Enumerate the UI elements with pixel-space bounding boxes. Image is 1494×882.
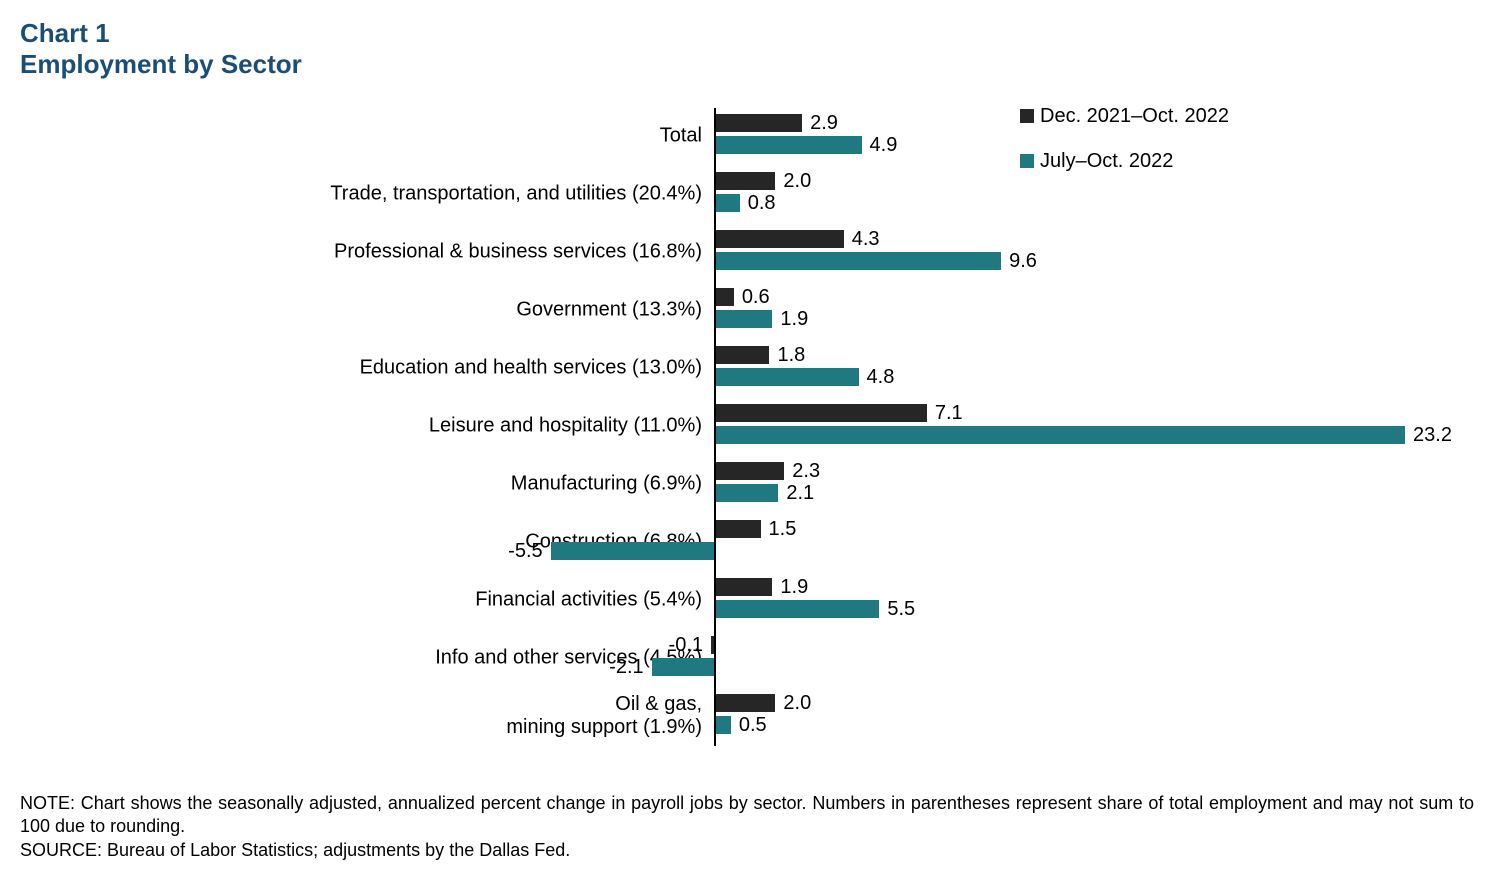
bar-series-1: [716, 310, 772, 328]
bar-value-label: 1.9: [780, 310, 808, 328]
chart-row: Total 2.9 4.9: [20, 108, 1474, 164]
bar-value-label: -2.1: [609, 658, 643, 676]
legend-item-series-0: Dec. 2021–Oct. 2022: [1020, 105, 1229, 128]
bar-series-0: [716, 404, 927, 422]
legend-label: July–Oct. 2022: [1040, 150, 1173, 172]
chart-row: Trade, transportation, and utilities (20…: [20, 166, 1474, 222]
bar-value-label: -5.5: [508, 542, 542, 560]
chart-row: Education and health services (13.0%) 1.8…: [20, 340, 1474, 396]
category-label: Leisure and hospitality (11.0%): [34, 415, 714, 438]
bar-value-label: 4.9: [870, 136, 898, 154]
category-label: Trade, transportation, and utilities (20…: [34, 183, 714, 206]
bar-series-0: [716, 346, 769, 364]
bar-value-label: 2.3: [792, 462, 820, 480]
chart-number: Chart 1: [20, 18, 1474, 49]
bar-value-label: 7.1: [935, 404, 963, 422]
chart-row: Oil & gas,mining support (1.9%) 2.0 0.5: [20, 688, 1474, 744]
chart-title: Employment by Sector: [20, 49, 1474, 80]
chart-row: Leisure and hospitality (11.0%) 7.1 23.2: [20, 398, 1474, 454]
chart-row: Info and other services (4.5%)-0.1-2.1: [20, 630, 1474, 686]
bar-value-label: 0.6: [742, 288, 770, 306]
bar-value-label: 1.8: [777, 346, 805, 364]
bar-series-1: [652, 658, 714, 676]
bar-series-1: [716, 716, 731, 734]
bar-series-1: [716, 136, 862, 154]
bar-series-1: [551, 542, 714, 560]
category-label: Professional & business services (16.8%): [34, 241, 714, 264]
bar-value-label: 0.8: [748, 194, 776, 212]
chart-row: Manufacturing (6.9%) 2.3 2.1: [20, 456, 1474, 512]
bar-value-label: 1.9: [780, 578, 808, 596]
bar-value-label: 1.5: [769, 520, 797, 538]
chart-row: Professional & business services (16.8%)…: [20, 224, 1474, 280]
legend-label: Dec. 2021–Oct. 2022: [1040, 105, 1229, 127]
bar-series-1: [716, 252, 1001, 270]
bar-series-0: [716, 694, 775, 712]
bar-series-0: [716, 114, 802, 132]
bar-series-0: [716, 462, 784, 480]
category-label: Education and health services (13.0%): [34, 357, 714, 380]
legend-item-series-1: July–Oct. 2022: [1020, 150, 1173, 173]
legend-swatch-icon: [1020, 154, 1034, 168]
chart-row: Construction (6.8%)1.5-5.5: [20, 514, 1474, 570]
bar-value-label: 2.9: [810, 114, 838, 132]
category-label: Oil & gas,mining support (1.9%): [34, 693, 714, 739]
bar-value-label: 2.1: [786, 484, 814, 502]
chart-row: Government (13.3%) 0.6 1.9: [20, 282, 1474, 338]
bar-series-0: [716, 520, 761, 538]
bar-value-label: 0.5: [739, 716, 767, 734]
bar-series-1: [716, 368, 859, 386]
bar-value-label: 9.6: [1009, 252, 1037, 270]
bar-series-0: [711, 636, 714, 654]
bar-value-label: 2.0: [783, 694, 811, 712]
category-label: Government (13.3%): [34, 299, 714, 322]
bar-value-label: 5.5: [887, 600, 915, 618]
bar-series-1: [716, 426, 1405, 444]
bar-value-label: -0.1: [669, 636, 703, 654]
bar-value-label: 2.0: [783, 172, 811, 190]
bar-value-label: 4.8: [867, 368, 895, 386]
category-label: Total: [34, 125, 714, 148]
bar-series-1: [716, 484, 778, 502]
bar-value-label: 23.2: [1413, 426, 1452, 444]
bar-series-0: [716, 288, 734, 306]
bar-series-0: [716, 230, 844, 248]
bar-series-0: [716, 172, 775, 190]
category-label: Financial activities (5.4%): [34, 589, 714, 612]
footnote-note: NOTE: Chart shows the seasonally adjuste…: [20, 793, 1474, 836]
chart-header: Chart 1 Employment by Sector: [20, 18, 1474, 80]
legend-swatch-icon: [1020, 109, 1034, 123]
category-label: Manufacturing (6.9%): [34, 473, 714, 496]
chart-row: Financial activities (5.4%) 1.9 5.5: [20, 572, 1474, 628]
bar-series-1: [716, 194, 740, 212]
bar-series-1: [716, 600, 879, 618]
chart-footnote: NOTE: Chart shows the seasonally adjuste…: [20, 792, 1474, 862]
bar-chart: Total 2.9 4.9 Trade, transportation, and ut…: [20, 108, 1474, 788]
bar-series-0: [716, 578, 772, 596]
footnote-source: SOURCE: Bureau of Labor Statistics; adju…: [20, 840, 570, 860]
bar-value-label: 4.3: [852, 230, 880, 248]
